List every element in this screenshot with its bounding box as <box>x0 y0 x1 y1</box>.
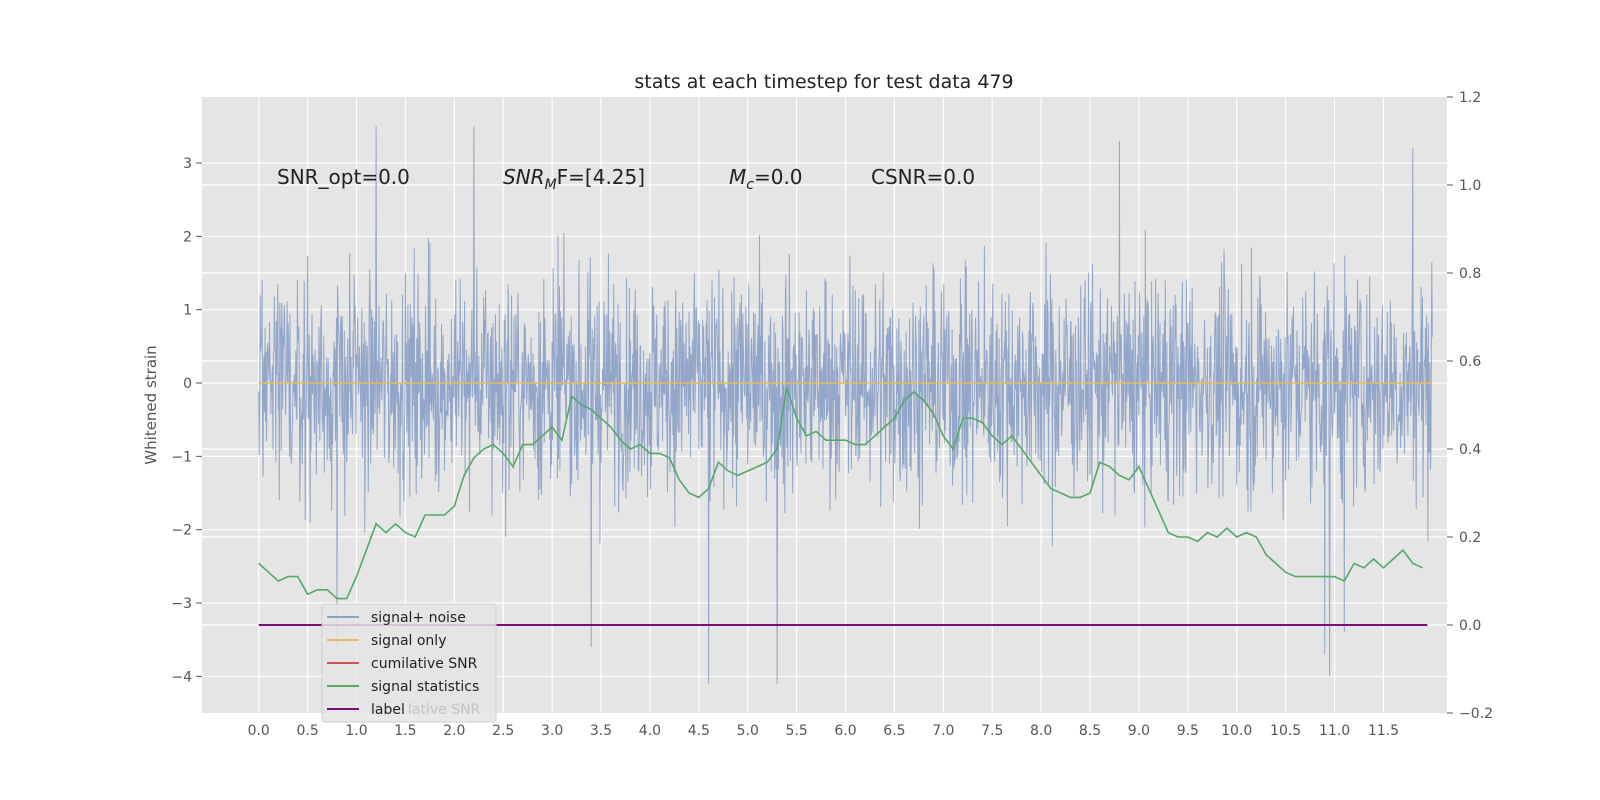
x-tick-label: 3.0 <box>541 723 563 739</box>
x-tick-label: 1.0 <box>345 723 367 739</box>
annotation-snr-mf-rest: F=[4.25] <box>557 165 645 189</box>
annotation-snr-opt: SNR_opt=0.0 <box>277 165 410 189</box>
y-right-tick-label: −0.2 <box>1459 706 1493 722</box>
annotation-mc-sub: c <box>746 177 754 193</box>
y-left-tick-label: −1 <box>171 449 192 465</box>
y-axis-label: Whitened strain <box>142 345 160 464</box>
x-tick-label: 11.5 <box>1368 723 1399 739</box>
y-left-tick-label: −3 <box>171 596 192 612</box>
x-tick-label: 8.0 <box>1030 723 1052 739</box>
x-tick-label: 10.0 <box>1221 723 1252 739</box>
annotation-mc-main: M <box>729 165 746 189</box>
annotation-mc: Mc=0.0 <box>729 165 803 193</box>
legend-box <box>321 603 497 723</box>
y-left-tick-label: −2 <box>171 523 192 539</box>
x-tick-label: 4.5 <box>688 723 710 739</box>
legend-ghost-text: lative SNR <box>408 702 481 718</box>
y-right-tick-label: 0.8 <box>1459 266 1481 282</box>
x-tick-label: 6.0 <box>834 723 856 739</box>
y-right-tick-label: 1.0 <box>1459 178 1481 194</box>
y-left-tick-label: −4 <box>171 669 192 685</box>
annotation-csnr: CSNR=0.0 <box>871 165 975 189</box>
y-left-tick-label: 1 <box>183 303 192 319</box>
x-tick-label: 4.0 <box>639 723 661 739</box>
y-right-tick-label: 0.0 <box>1459 618 1481 634</box>
x-tick-label: 5.5 <box>785 723 807 739</box>
series-line-signal-noise <box>258 126 1433 684</box>
x-tick-label: 7.0 <box>932 723 954 739</box>
x-tick-label: 0.0 <box>248 723 270 739</box>
x-tick-label: 11.0 <box>1319 723 1350 739</box>
legend-label-signal-statistics: signal statistics <box>371 679 479 695</box>
annotation-snr-mf-sub: M <box>545 177 557 193</box>
x-tick-label: 2.0 <box>443 723 465 739</box>
legend: lative SNR signal+ noise signal only cum… <box>321 603 497 723</box>
y-left-tick-label: 3 <box>183 156 192 172</box>
x-tick-label: 3.5 <box>590 723 612 739</box>
x-tick-label: 6.5 <box>883 723 905 739</box>
series-signal-noise <box>258 126 1433 684</box>
x-tick-label: 2.5 <box>492 723 514 739</box>
annotation-mc-rest: =0.0 <box>754 165 803 189</box>
y-right-tick-label: 0.2 <box>1459 530 1481 546</box>
y-axis-left: 3 2 1 0 −1 −2 −3 −4 <box>171 156 202 685</box>
legend-label-signal-noise: signal+ noise <box>371 610 466 626</box>
x-tick-label: 9.0 <box>1128 723 1150 739</box>
x-tick-label: 7.5 <box>981 723 1003 739</box>
x-axis: 0.0 0.5 1.0 1.5 2.0 2.5 3.0 3.5 4.0 4.5 5.0 5.5 6.0 6… <box>248 723 1399 739</box>
x-tick-label: 0.5 <box>296 723 318 739</box>
legend-label-label: label <box>371 702 405 718</box>
y-right-tick-label: 0.6 <box>1459 354 1481 370</box>
x-tick-label: 5.0 <box>737 723 759 739</box>
x-tick-label: 1.5 <box>394 723 416 739</box>
annotation-snr-mf-main: SNR <box>503 165 545 189</box>
legend-label-cumulative-snr: cumilative SNR <box>371 656 478 672</box>
y-left-tick-label: 0 <box>183 376 192 392</box>
y-right-tick-label: 1.2 <box>1459 90 1481 106</box>
legend-label-signal-only: signal only <box>371 633 446 649</box>
y-left-tick-label: 2 <box>183 229 192 245</box>
annotation-snr-mf: SNRMF=[4.25] <box>503 165 645 193</box>
y-right-tick-label: 0.4 <box>1459 442 1481 458</box>
chart-title: stats at each timestep for test data 479 <box>634 71 1013 93</box>
x-tick-label: 8.5 <box>1079 723 1101 739</box>
x-tick-label: 10.5 <box>1270 723 1301 739</box>
y-axis-right: 1.2 1.0 0.8 0.6 0.4 0.2 0.0 −0.2 <box>1447 90 1493 722</box>
series-line-signal-statistics <box>258 387 1423 600</box>
x-tick-label: 9.5 <box>1177 723 1199 739</box>
